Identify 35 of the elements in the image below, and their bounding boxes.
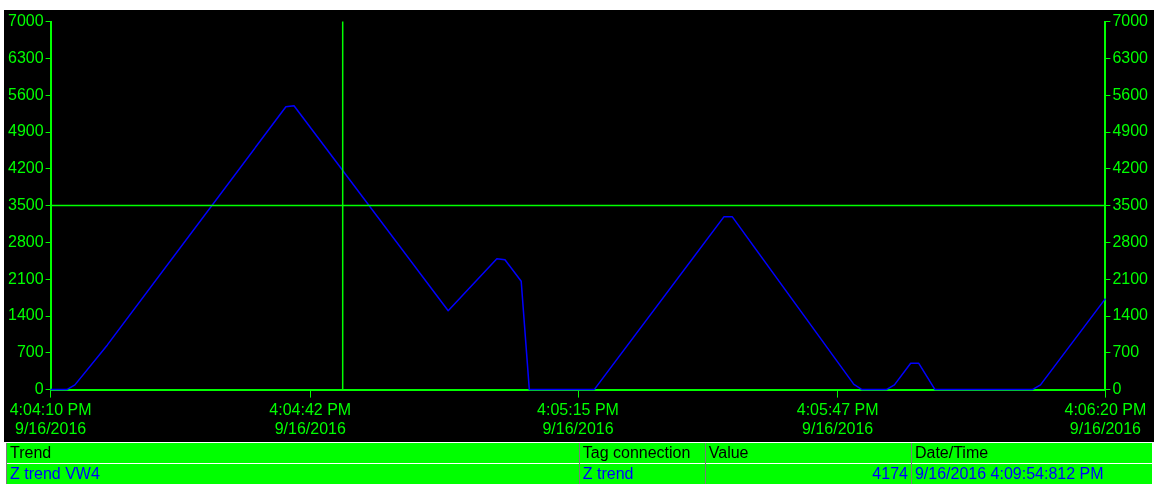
y-tick-label: 1400	[8, 306, 44, 324]
y-tick-label: 700	[16, 343, 44, 361]
text: Value	[705, 443, 912, 464]
y2-tick-label: 3500	[1112, 196, 1149, 214]
y-tick-label: 6300	[8, 48, 44, 66]
y2-tick-label: 4900	[1112, 122, 1149, 140]
y-tick-label: 3500	[8, 196, 44, 214]
y2-tick-label: 7000	[1112, 12, 1149, 30]
y2-tick-label: 2100	[1112, 269, 1149, 287]
y-tick-label: 4200	[8, 159, 44, 177]
x-tick-label: 4:05:15 PM 9/16/2016	[537, 400, 619, 437]
y-tick-label: 4900	[8, 122, 44, 140]
text: Z trend VW4	[6, 463, 580, 484]
y2-tick-label: 1400	[1112, 306, 1149, 324]
x-tick-label: 4:05:47 PM 9/16/2016	[796, 400, 879, 437]
y2-tick-label: 700	[1112, 343, 1140, 361]
y2-tick-label: 2800	[1112, 232, 1149, 250]
text: 4174	[705, 463, 912, 484]
y2-tick-label: 0	[1112, 380, 1122, 398]
y-tick-label: 2800	[8, 232, 44, 250]
text: 9/16/2016 4:09:54:812 PM	[911, 463, 1152, 484]
y-tick-label: 5600	[8, 85, 44, 103]
y2-tick-label: 6300	[1112, 48, 1149, 66]
x-tick-label: 4:04:10 PM 9/16/2016	[9, 400, 92, 437]
x-tick-label: 4:04:42 PM 9/16/2016	[269, 400, 352, 437]
y-tick-label: 7000	[8, 12, 44, 30]
y-tick-label: 0	[34, 380, 44, 398]
y-tick-label: 2100	[8, 269, 44, 287]
x-tick-label: 4:06:20 PM 9/16/2016	[1064, 400, 1147, 437]
text: Date/Time	[911, 443, 1152, 464]
text: Trend	[6, 443, 580, 464]
text: Tag connection	[579, 443, 706, 464]
text: Z trend	[579, 463, 706, 484]
y2-tick-label: 5600	[1112, 85, 1149, 103]
y2-tick-label: 4200	[1112, 159, 1149, 177]
